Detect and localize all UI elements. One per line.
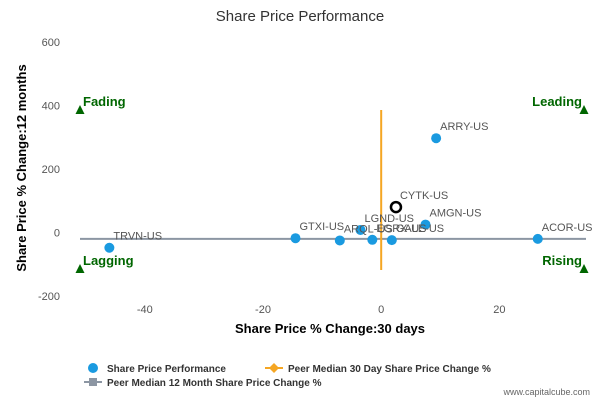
data-point-label: EGRX-US bbox=[376, 223, 426, 235]
rising-triangle-icon bbox=[579, 264, 589, 273]
data-point-label: AMGN-US bbox=[430, 208, 482, 220]
legend-circle-icon bbox=[88, 363, 98, 373]
data-point-label: ARQL-US bbox=[344, 223, 393, 235]
y-axis-title: Share Price % Change:12 months bbox=[14, 64, 29, 271]
data-point-label: GTXI-US bbox=[300, 221, 345, 233]
data-point-label: TRVN-US bbox=[113, 231, 162, 243]
y-tick-label: 0 bbox=[54, 228, 60, 240]
y-tick-label: 200 bbox=[42, 164, 60, 176]
data-point-label: GALE-US bbox=[396, 223, 444, 235]
data-point-label: ACOR-US bbox=[542, 222, 593, 234]
leading-triangle-icon bbox=[579, 105, 589, 114]
x-tick-label: 20 bbox=[493, 304, 505, 316]
quadrant-labels: Fading Leading Lagging Rising bbox=[75, 94, 589, 273]
data-point bbox=[367, 234, 378, 245]
data-point-label: CYTK-US bbox=[400, 190, 448, 202]
quadrant-label-rising: Rising bbox=[542, 253, 582, 268]
data-point bbox=[104, 242, 115, 253]
legend-label: Peer Median 30 Day Share Price Change % bbox=[288, 364, 491, 375]
quadrant-label-lagging: Lagging bbox=[83, 253, 134, 268]
legend-square-icon bbox=[89, 378, 97, 386]
x-tick-label: -20 bbox=[255, 304, 271, 316]
data-point-label: ARRY-US bbox=[440, 121, 488, 133]
data-point-highlighted bbox=[389, 200, 403, 214]
credit-text: www.capitalcube.com bbox=[502, 387, 590, 397]
data-point bbox=[532, 233, 543, 244]
legend-label: Share Price Performance bbox=[107, 364, 226, 375]
data-point bbox=[334, 235, 345, 246]
data-point bbox=[290, 233, 301, 244]
quadrant-label-fading: Fading bbox=[83, 94, 126, 109]
quadrant-label-leading: Leading bbox=[532, 94, 582, 109]
legend: Share Price Performance Peer Median 30 Da… bbox=[84, 363, 491, 389]
data-point-label: LGND-US bbox=[365, 213, 415, 225]
y-tick-label: 400 bbox=[42, 101, 60, 113]
data-points bbox=[104, 133, 543, 253]
lagging-triangle-icon bbox=[75, 264, 85, 273]
legend-label: Peer Median 12 Month Share Price Change … bbox=[107, 378, 322, 389]
x-axis-title: Share Price % Change:30 days bbox=[235, 321, 425, 336]
fading-triangle-icon bbox=[75, 105, 85, 114]
y-tick-label: -200 bbox=[38, 291, 60, 303]
data-point bbox=[355, 224, 366, 235]
x-tick-label: 0 bbox=[378, 304, 384, 316]
data-point-labels: ARRY-US CYTK-US AMGN-US LGND-US GTXI-US ACOR-… bbox=[113, 121, 592, 243]
chart-title: Share Price Performance bbox=[216, 8, 384, 25]
x-tick-label: -40 bbox=[137, 304, 153, 316]
y-tick-label: 600 bbox=[42, 37, 60, 49]
data-point bbox=[431, 133, 442, 144]
data-point bbox=[420, 219, 431, 230]
legend-diamond-icon bbox=[269, 363, 279, 373]
data-point bbox=[386, 235, 397, 246]
y-axis-ticks: -200 0 200 400 600 bbox=[38, 37, 60, 303]
peer-median-lines bbox=[80, 110, 586, 270]
x-axis-ticks: -40 -20 0 20 bbox=[137, 304, 506, 316]
